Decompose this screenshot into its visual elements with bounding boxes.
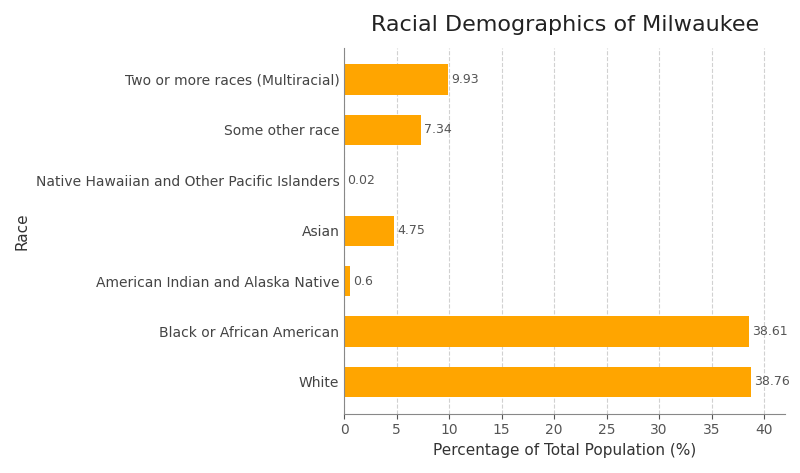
Y-axis label: Race: Race [15,212,30,249]
Bar [344,316,750,347]
Bar [344,64,448,95]
Text: 4.75: 4.75 [397,224,425,237]
Text: 9.93: 9.93 [451,73,479,86]
Text: 38.61: 38.61 [753,325,788,338]
Bar [344,266,350,296]
Bar [344,115,422,145]
Text: 7.34: 7.34 [424,123,452,136]
Bar [344,367,751,397]
Bar [344,216,394,246]
Title: Racial Demographics of Milwaukee: Racial Demographics of Milwaukee [370,15,758,35]
X-axis label: Percentage of Total Population (%): Percentage of Total Population (%) [433,443,696,458]
Text: 0.6: 0.6 [354,275,374,288]
Text: 38.76: 38.76 [754,376,790,388]
Text: 0.02: 0.02 [347,174,375,187]
